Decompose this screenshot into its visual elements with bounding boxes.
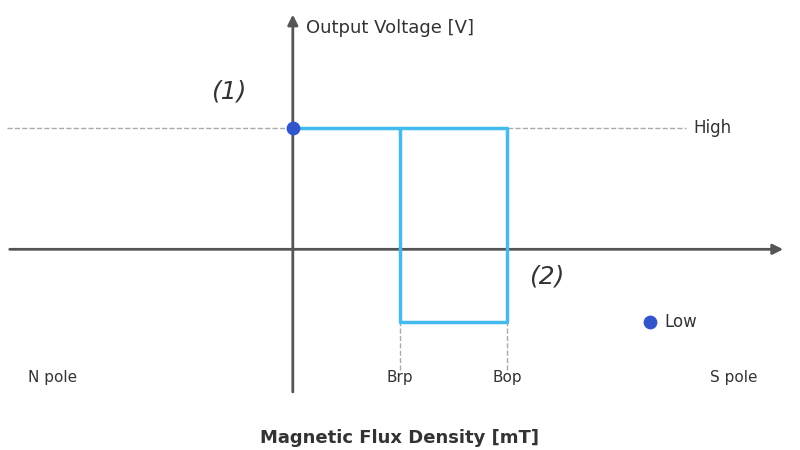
Point [286,125,299,132]
Text: High: High [693,119,731,137]
Text: Low: Low [665,313,697,331]
Text: S pole: S pole [710,370,758,385]
Text: (2): (2) [529,264,564,288]
Text: Output Voltage [V]: Output Voltage [V] [306,19,474,37]
Point [644,319,657,326]
Text: Brp: Brp [386,370,414,385]
Text: Bop: Bop [492,370,522,385]
Text: Magnetic Flux Density [mT]: Magnetic Flux Density [mT] [261,429,539,447]
Text: N pole: N pole [28,370,78,385]
Text: (1): (1) [210,80,246,104]
